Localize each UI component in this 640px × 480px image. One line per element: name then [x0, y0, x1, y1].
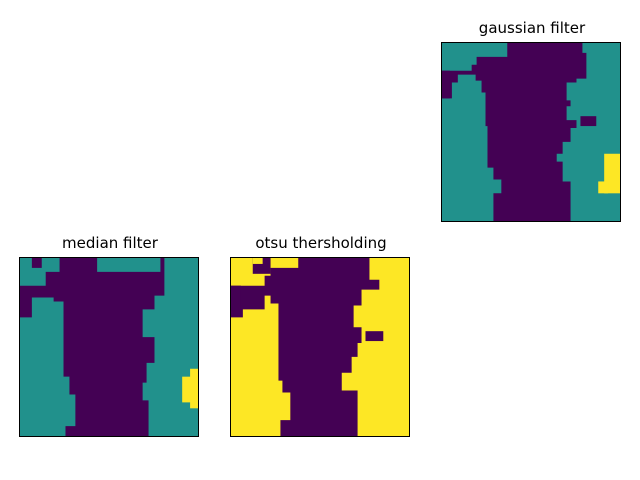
region-purple-center	[20, 258, 165, 436]
panel-gaussian-filter: gaussian filter	[441, 16, 623, 226]
region-purple-center	[231, 258, 380, 436]
region-purple-notch	[31, 258, 42, 268]
region-purple-edge	[442, 70, 450, 99]
panel-title: median filter	[62, 234, 158, 252]
region-yellow-notch	[252, 258, 263, 264]
region-yellow-patch-lower	[598, 181, 609, 194]
region-yellow-patch-lower	[182, 376, 193, 403]
region-purple-islet	[365, 331, 384, 342]
segmentation-image	[441, 42, 621, 222]
panel-title: otsu thersholding	[255, 234, 387, 252]
region-purple-islet	[580, 116, 597, 127]
region-yellow-patch	[190, 368, 198, 409]
segmentation-map	[20, 258, 198, 436]
segmentation-image	[19, 257, 199, 437]
segmentation-map	[442, 43, 620, 221]
segmentation-map	[231, 258, 409, 436]
panel-title: gaussian filter	[478, 19, 586, 37]
segmentation-image	[230, 257, 410, 437]
region-purple-center	[442, 43, 587, 221]
panel-median-filter: median filter	[19, 231, 201, 441]
panel-otsu-thresholding: otsu thersholding	[230, 231, 412, 441]
region-purple-edge	[231, 285, 241, 316]
region-yellow-patch	[604, 153, 620, 194]
